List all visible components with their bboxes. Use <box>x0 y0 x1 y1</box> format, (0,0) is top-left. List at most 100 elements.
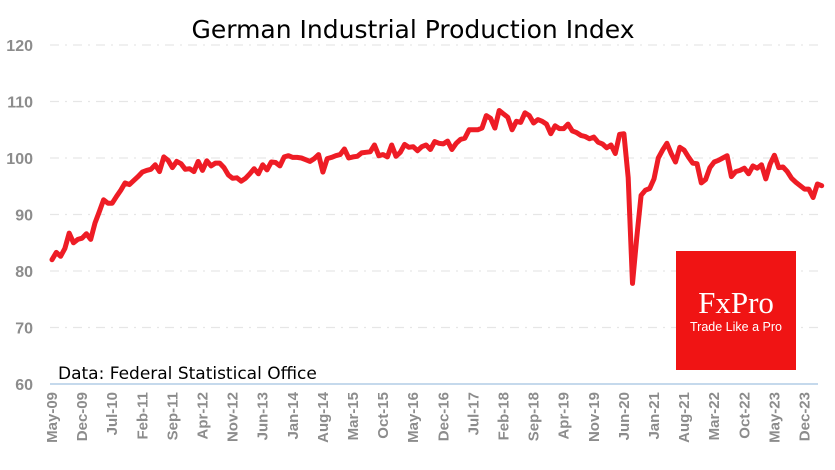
data-point <box>244 177 247 180</box>
data-point <box>648 187 651 190</box>
data-point <box>420 145 423 148</box>
data-point <box>803 188 806 191</box>
data-point <box>769 163 772 166</box>
x-tick-label: May-16 <box>405 392 422 443</box>
data-point <box>794 181 797 184</box>
data-point <box>154 163 157 166</box>
data-point <box>597 141 600 144</box>
data-point <box>407 146 410 149</box>
y-tick-label: 100 <box>6 151 33 168</box>
data-point <box>777 166 780 169</box>
data-point <box>635 236 638 239</box>
x-tick-label: Jan-14 <box>285 391 302 439</box>
data-point <box>481 127 484 130</box>
x-tick-label: Jun-20 <box>616 392 633 440</box>
x-tick-label: Dec-09 <box>74 392 91 441</box>
data-point <box>223 166 226 169</box>
data-point <box>687 155 690 158</box>
data-point <box>171 166 174 169</box>
data-point <box>227 173 230 176</box>
data-point <box>708 166 711 169</box>
data-point <box>321 171 324 174</box>
data-point <box>524 111 527 114</box>
data-point <box>270 161 273 164</box>
data-point <box>571 129 574 132</box>
y-tick-label: 90 <box>15 208 33 225</box>
data-point <box>696 162 699 165</box>
data-point <box>786 170 789 173</box>
data-point <box>704 178 707 181</box>
data-point <box>274 161 277 164</box>
data-point <box>330 156 333 159</box>
data-point <box>352 155 355 158</box>
data-point <box>450 148 453 151</box>
data-point <box>691 162 694 165</box>
data-point <box>201 169 204 172</box>
data-point <box>81 237 84 240</box>
data-point <box>278 164 281 167</box>
data-point <box>111 202 114 205</box>
data-point <box>369 150 372 153</box>
x-tick-label: Nov-12 <box>225 392 242 442</box>
data-point <box>622 132 625 135</box>
data-point <box>661 149 664 152</box>
data-point <box>124 181 127 184</box>
data-point <box>373 144 376 147</box>
data-point <box>493 127 496 130</box>
data-point <box>317 153 320 156</box>
gridlines <box>50 44 818 329</box>
data-point <box>192 170 195 173</box>
data-point <box>287 154 290 157</box>
data-point <box>309 160 312 163</box>
data-point <box>356 155 359 158</box>
data-point <box>476 128 479 131</box>
data-point <box>739 169 742 172</box>
data-point <box>429 148 432 151</box>
data-point <box>210 164 213 167</box>
data-point <box>820 184 823 187</box>
x-tick-label: Sep-18 <box>526 392 543 441</box>
data-point <box>313 157 316 160</box>
data-point <box>678 146 681 149</box>
data-point <box>472 128 475 131</box>
data-point <box>184 168 187 171</box>
data-point <box>364 151 367 154</box>
data-point <box>149 168 152 171</box>
data-point <box>334 154 337 157</box>
y-axis-ticks: 60 70 80 90 100 110 120 <box>6 38 33 394</box>
data-point <box>102 198 105 201</box>
data-point <box>515 120 518 123</box>
data-point <box>141 171 144 174</box>
x-tick-label: Apr-12 <box>195 392 212 440</box>
data-point <box>627 176 630 179</box>
data-point <box>395 155 398 158</box>
data-point <box>218 162 221 165</box>
data-point <box>610 144 613 147</box>
data-point <box>59 255 62 258</box>
data-point <box>76 238 79 241</box>
data-point <box>502 112 505 115</box>
data-point <box>68 232 71 235</box>
data-point <box>812 196 815 199</box>
data-point <box>326 157 329 160</box>
data-point <box>304 158 307 161</box>
x-tick-label: Nov-19 <box>586 392 603 442</box>
x-tick-label: Dec-16 <box>435 392 452 441</box>
data-point <box>137 175 140 178</box>
data-point <box>115 195 118 198</box>
data-point <box>575 131 578 134</box>
x-tick-label: Sep-11 <box>164 392 181 440</box>
chart-title: German Industrial Production Index <box>191 15 634 44</box>
data-point <box>188 167 191 170</box>
data-point <box>106 202 109 205</box>
data-point <box>162 155 165 158</box>
data-point <box>343 148 346 151</box>
data-point <box>618 133 621 136</box>
data-point <box>588 137 591 140</box>
data-point <box>536 118 539 121</box>
data-point <box>782 166 785 169</box>
data-point <box>55 251 58 254</box>
data-point <box>248 172 251 175</box>
data-point <box>799 184 802 187</box>
x-tick-label: Jan-21 <box>646 392 663 440</box>
